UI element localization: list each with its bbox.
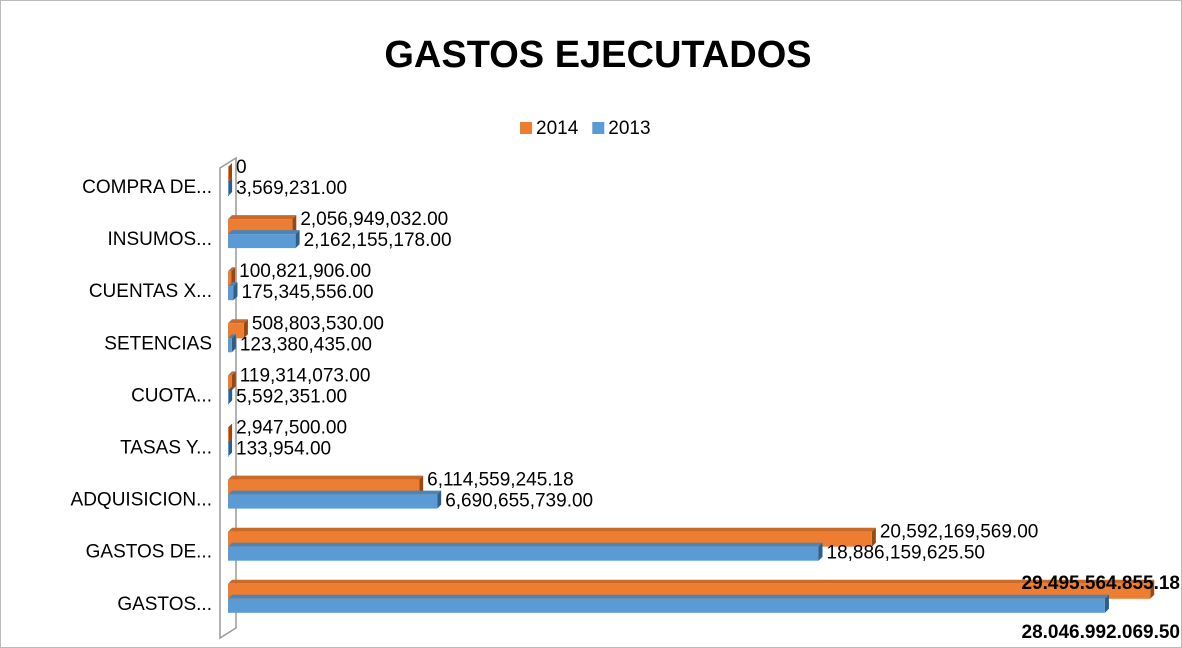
bar-side <box>228 386 233 405</box>
value-label: 29.495.564.855.18 <box>1022 573 1181 594</box>
bar-top <box>228 334 236 339</box>
value-label: 100,821,906.00 <box>239 261 371 282</box>
value-label: 0 <box>236 157 247 178</box>
value-label: 2,056,949,032.00 <box>300 209 448 230</box>
bar <box>228 427 229 443</box>
y-tick-label: GASTOS... <box>117 594 212 615</box>
bar <box>228 375 232 391</box>
bar <box>228 338 232 353</box>
y-tick-label: ADQUISICION... <box>71 490 212 511</box>
bar-side <box>295 230 300 249</box>
value-label: 6,114,559,245.18 <box>427 470 574 491</box>
bar-top <box>228 475 424 480</box>
bar-top <box>228 178 233 182</box>
bar-side <box>231 371 236 391</box>
value-label: 18,886,159,625.50 <box>827 543 986 564</box>
bar-side <box>231 334 236 353</box>
bar-top <box>228 527 876 532</box>
bar <box>228 234 296 249</box>
y-tick-label: CUENTAS X... <box>89 281 212 302</box>
value-label: 28.046.992.069.50 <box>1022 622 1181 643</box>
bar <box>228 494 438 509</box>
bar-side <box>228 178 233 196</box>
y-tick-label: COMPRA DE... <box>82 177 212 198</box>
bar-side <box>818 542 823 561</box>
bar-side <box>228 438 233 457</box>
value-label: 2,947,500.00 <box>236 418 347 439</box>
bar <box>228 598 1105 613</box>
bar-top <box>228 542 823 547</box>
legend-label: 2013 <box>608 118 650 139</box>
bar-top <box>228 490 442 495</box>
legend-label: 2014 <box>536 118 579 139</box>
bar-side <box>419 475 424 495</box>
bar-side <box>233 282 238 301</box>
bar-top <box>228 423 233 428</box>
bar-top <box>228 386 233 391</box>
bar-side <box>871 527 876 547</box>
legend-swatch <box>520 122 532 134</box>
value-label: 2,162,155,178.00 <box>304 230 452 251</box>
bar <box>228 182 229 196</box>
bar-top <box>228 230 300 235</box>
bar <box>228 167 229 182</box>
y-tick-label: INSUMOS... <box>107 229 212 250</box>
value-label: 119,314,073.00 <box>240 365 371 386</box>
bar-top <box>228 282 238 287</box>
y-tick-label: CUOTA... <box>131 385 212 406</box>
value-label: 3,569,231.00 <box>236 178 347 199</box>
value-label: 508,803,530.00 <box>252 313 384 334</box>
bar-side <box>292 215 297 235</box>
bar-top <box>228 438 233 443</box>
bar-side <box>437 490 442 509</box>
y-tick-label: GASTOS DE... <box>86 542 212 563</box>
value-label: 123,380,435.00 <box>240 334 372 355</box>
bar-side <box>231 267 236 287</box>
value-label: 6,690,655,739.00 <box>445 491 593 512</box>
bar <box>228 286 234 301</box>
bar-side <box>228 423 233 443</box>
bar <box>228 442 229 457</box>
value-label: 5,592,351.00 <box>236 386 347 407</box>
bar <box>228 390 229 405</box>
bar <box>228 546 819 561</box>
bar <box>228 271 232 287</box>
bar-side <box>243 319 248 339</box>
bar-top <box>228 267 236 272</box>
bar-top <box>228 579 1155 584</box>
chart-title: GASTOS EJECUTADOS <box>384 34 811 76</box>
value-label: 175,345,556.00 <box>241 282 373 303</box>
y-tick-label: TASAS Y... <box>120 438 212 459</box>
bar-side <box>1150 579 1155 599</box>
legend-swatch <box>592 122 605 134</box>
bar-side <box>1104 594 1109 613</box>
bar-top <box>228 215 297 220</box>
bar-top <box>228 371 236 376</box>
bar-top <box>228 319 248 324</box>
value-label: 20,592,169,569.00 <box>880 522 1039 543</box>
y-tick-label: SETENCIAS <box>104 333 212 354</box>
value-label: 133,954.00 <box>236 439 331 460</box>
bar-top <box>228 594 1109 599</box>
